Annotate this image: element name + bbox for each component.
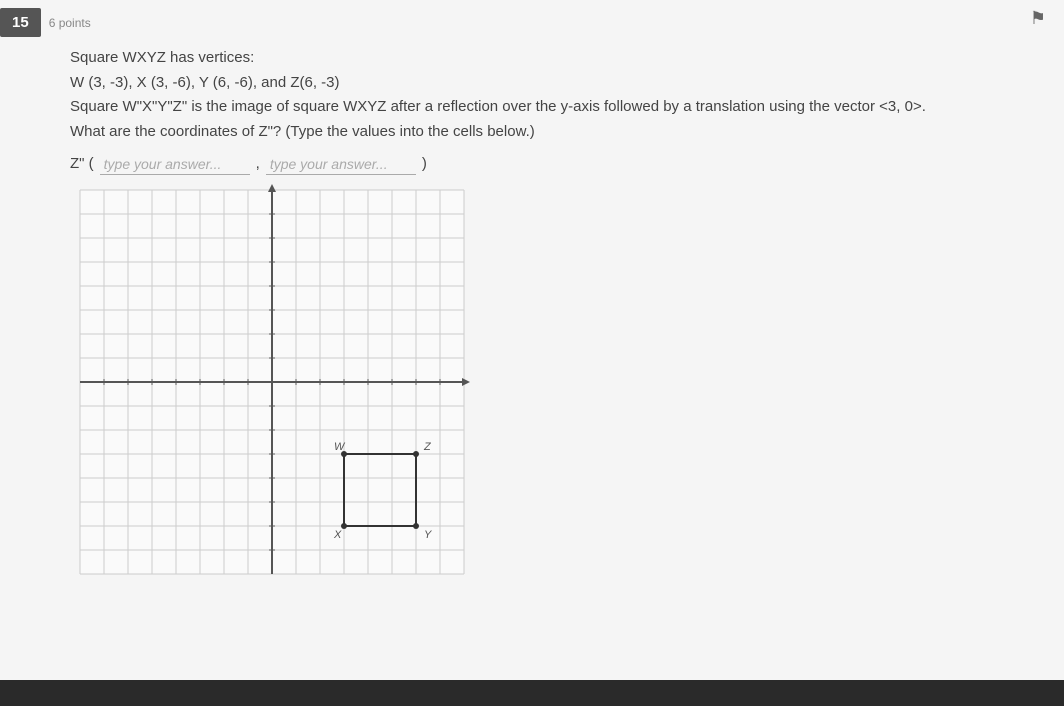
flag-icon[interactable]: ⚑ xyxy=(1030,8,1046,29)
question-page: ⚑ 15 6 points Square WXYZ has vertices: … xyxy=(0,0,1064,680)
question-line: Square WXYZ has vertices: xyxy=(70,47,1044,70)
points-label: 6 points xyxy=(49,16,91,30)
bottom-bar xyxy=(0,680,1064,706)
coordinate-grid: W X Y Z xyxy=(70,180,1044,584)
answer-input-x[interactable] xyxy=(100,154,250,175)
question-line: Square W"X"Y"Z" is the image of square W… xyxy=(70,96,1044,119)
question-header: 15 6 points xyxy=(0,8,1044,37)
svg-text:Z: Z xyxy=(423,441,432,453)
question-body: Square WXYZ has vertices: W (3, -3), X (… xyxy=(0,47,1044,176)
answer-row: Z" ( , ) xyxy=(70,153,1044,176)
answer-sep: , xyxy=(256,153,260,176)
question-number: 15 xyxy=(0,8,41,37)
svg-text:X: X xyxy=(333,529,342,541)
question-line: W (3, -3), X (3, -6), Y (6, -6), and Z(6… xyxy=(70,72,1044,95)
question-line: What are the coordinates of Z"? (Type th… xyxy=(70,121,1044,144)
answer-suffix: ) xyxy=(422,153,427,176)
svg-text:Y: Y xyxy=(424,529,432,541)
answer-input-y[interactable] xyxy=(266,154,416,175)
svg-text:W: W xyxy=(334,441,346,453)
answer-prefix: Z" ( xyxy=(70,153,94,176)
